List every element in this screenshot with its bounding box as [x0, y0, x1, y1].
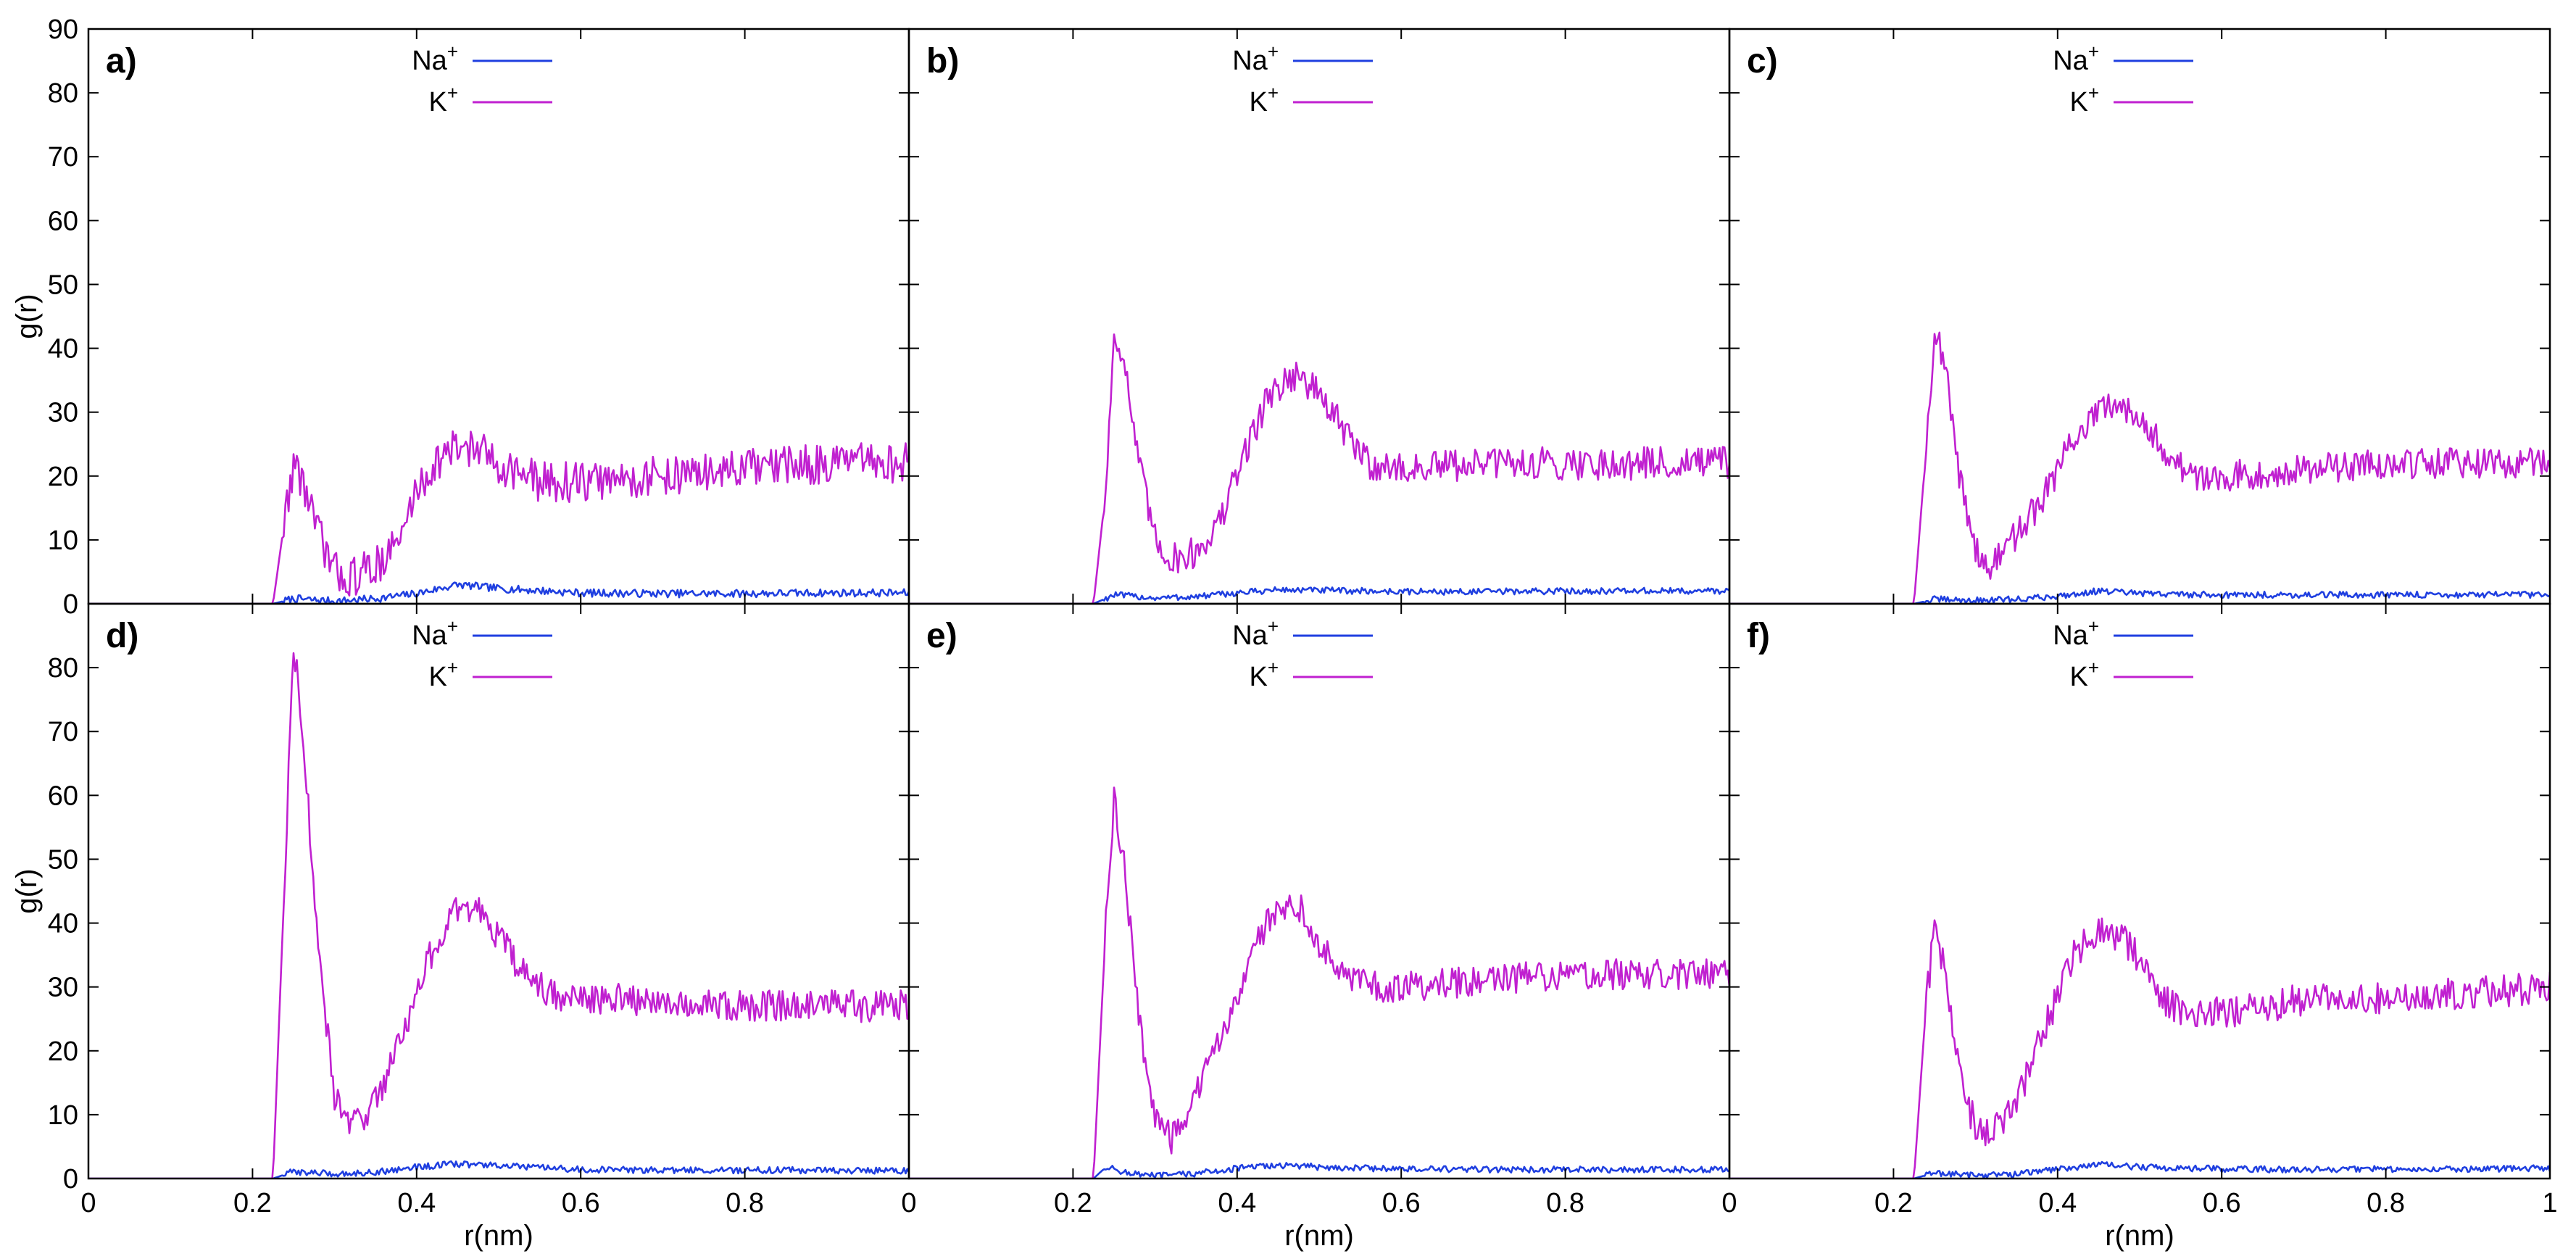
legend-label: K+: [2069, 657, 2099, 692]
series-line-k: [909, 786, 1729, 1179]
x-tick-label: 0.8: [2367, 1188, 2405, 1218]
plot-frame: [87, 28, 910, 605]
panel-f: 0 0.2 0.4 0.6 0.8 1 r(nm) f) Na+ K+: [1721, 602, 2558, 1252]
plot-frame: [87, 602, 910, 1180]
legend-label: Na+: [2053, 615, 2099, 651]
series-line-k: [1729, 331, 2550, 604]
y-tick-label: 80: [48, 78, 78, 109]
y-tick-label: 0: [63, 589, 78, 620]
series-line-na: [909, 586, 1729, 604]
panel-d: 0 10 20 30 40 50 60 70 80 0 0.2 0.4 0.6 0.8 g(r) r(nm) d…: [11, 602, 910, 1252]
panel-label: b): [926, 42, 959, 80]
x-tick-label: 0.8: [726, 1188, 764, 1218]
x-tick-label: 0: [901, 1188, 916, 1218]
panel-label: d): [106, 617, 138, 655]
x-tick-label: 0.4: [2038, 1188, 2077, 1218]
y-tick-label: 30: [48, 398, 78, 428]
x-tick-label: 0.6: [1382, 1188, 1421, 1218]
series-line-na: [88, 1160, 909, 1179]
x-tick-label: 0.4: [1218, 1188, 1256, 1218]
series-line-na: [88, 581, 909, 604]
x-tick-label: 0: [1721, 1188, 1737, 1218]
legend-label: Na+: [2053, 41, 2099, 76]
x-axis-label: r(nm): [1284, 1220, 1354, 1252]
series-line-k: [88, 652, 909, 1179]
x-tick-label: 1: [2542, 1188, 2557, 1218]
legend-label: K+: [1249, 82, 1279, 117]
legend-label: K+: [428, 657, 458, 692]
y-tick-label: 70: [48, 142, 78, 173]
series-line-na: [1729, 587, 2550, 604]
x-tick-label: 0.4: [397, 1188, 436, 1218]
y-tick-label: 50: [48, 844, 78, 875]
x-tick-label: 0.8: [1546, 1188, 1584, 1218]
x-tick-label: 0.6: [2203, 1188, 2241, 1218]
panel-label: f): [1747, 617, 1770, 655]
y-tick-label: 90: [48, 14, 78, 45]
x-axis-label: r(nm): [2105, 1220, 2174, 1252]
x-axis-label: r(nm): [464, 1220, 533, 1252]
x-tick-label: 0.2: [233, 1188, 272, 1218]
legend-label: Na+: [412, 615, 458, 651]
y-tick-label: 40: [48, 334, 78, 365]
legend-label: Na+: [1232, 41, 1279, 76]
panel-label: c): [1747, 42, 1778, 80]
y-tick-label: 20: [48, 1036, 78, 1067]
legend-label: Na+: [412, 41, 458, 76]
x-tick-label: 0.2: [1874, 1188, 1913, 1218]
series-line-k: [909, 333, 1729, 604]
plot-frame: [1728, 28, 2551, 605]
legend-label: K+: [1249, 657, 1279, 692]
panel-b: b) Na+ K+: [907, 28, 1731, 605]
y-tick-label: 70: [48, 717, 78, 747]
plot-frame: [1728, 602, 2551, 1180]
y-tick-label: 10: [48, 1100, 78, 1131]
series-line-na: [1729, 1160, 2550, 1179]
y-tick-label: 10: [48, 525, 78, 556]
panel-label: a): [106, 42, 137, 80]
y-tick-label: 40: [48, 909, 78, 939]
y-tick-label: 30: [48, 973, 78, 1003]
panel-a: 0 10 20 30 40 50 60 70 80 90 g(r) a) Na+ K+: [11, 14, 910, 620]
legend-label: K+: [2069, 82, 2099, 117]
plot-frame: [907, 28, 1731, 605]
series-line-k: [1729, 917, 2550, 1179]
series-line-k: [88, 430, 909, 604]
x-tick-label: 0: [80, 1188, 96, 1218]
x-tick-label: 0.2: [1054, 1188, 1092, 1218]
y-tick-label: 60: [48, 781, 78, 811]
y-tick-label: 50: [48, 270, 78, 300]
y-axis-label: g(r): [11, 868, 43, 913]
legend-label: Na+: [1232, 615, 1279, 651]
y-tick-label: 0: [63, 1164, 78, 1194]
x-tick-label: 0.6: [562, 1188, 600, 1218]
panel-e: 0 0.2 0.4 0.6 0.8 r(nm) e) Na+ K+: [901, 602, 1731, 1252]
y-tick-label: 60: [48, 206, 78, 236]
legend-label: K+: [428, 82, 458, 117]
plot-frame: [907, 602, 1731, 1180]
y-axis-label: g(r): [11, 294, 43, 338]
y-tick-label: 80: [48, 653, 78, 683]
panel-label: e): [926, 617, 957, 655]
y-tick-label: 20: [48, 462, 78, 492]
series-line-na: [909, 1162, 1729, 1179]
panel-c: c) Na+ K+: [1728, 28, 2551, 605]
